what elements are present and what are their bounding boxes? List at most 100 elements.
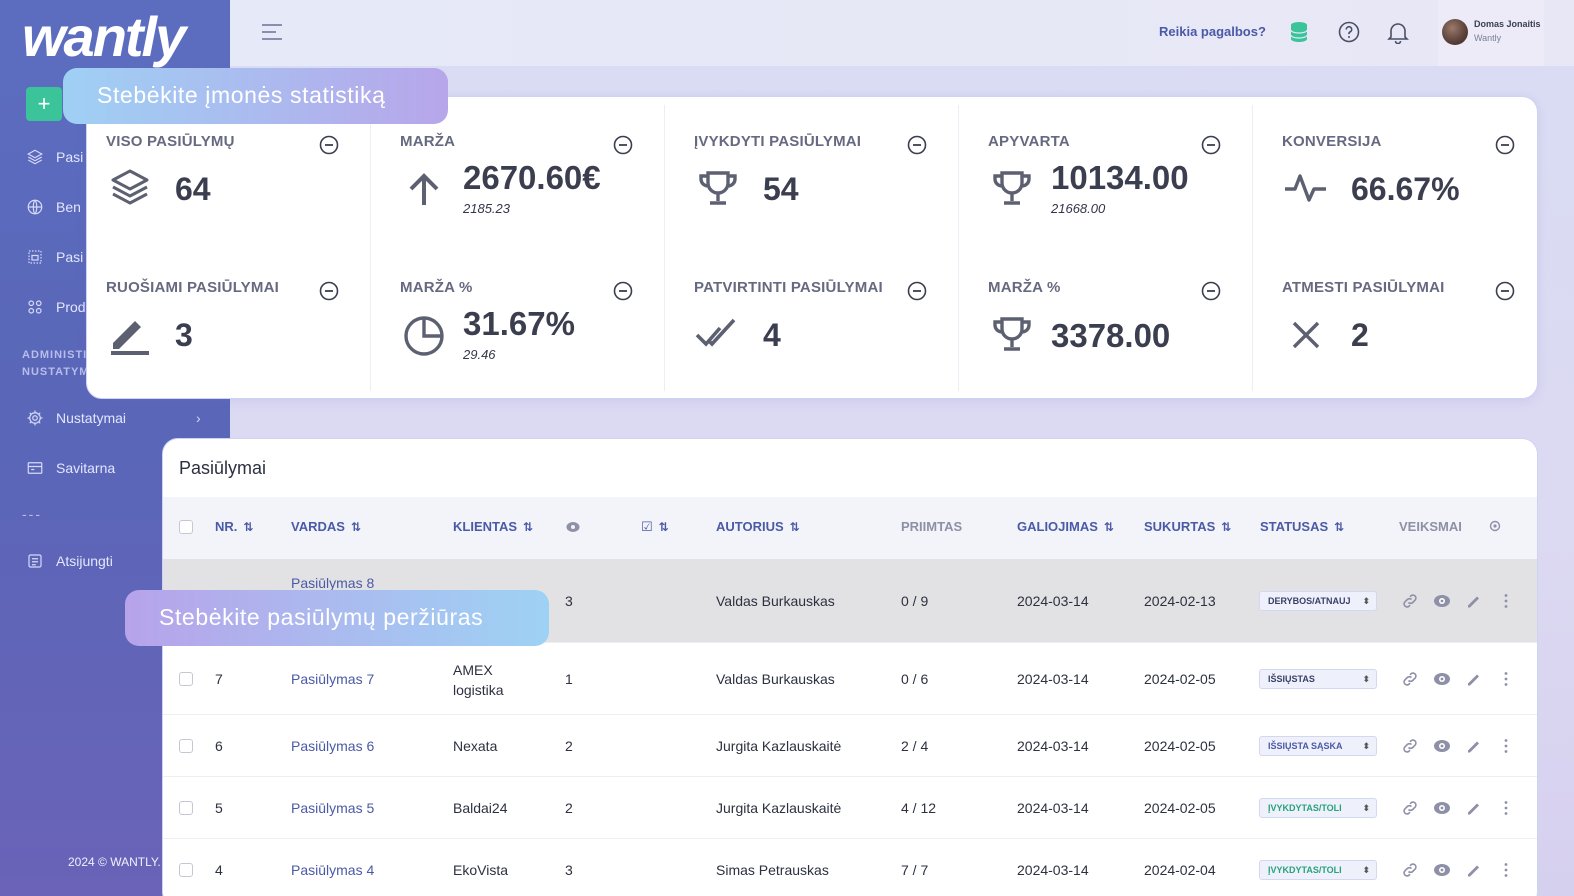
bell-icon[interactable] [1387,20,1409,44]
status-select[interactable]: ĮVYKDYTAS/TOLI ⬍ [1259,798,1377,818]
checkbox-icon: ☑ [641,519,653,534]
cell-valid: 2024-03-14 [1017,738,1089,754]
sidebar-item-logout[interactable]: Atsijungti [26,552,113,570]
stat-label: PATVIRTINTI PASIŪLYMAI [694,279,883,296]
pie-chart-icon [404,316,444,356]
select-arrow-icon: ⬍ [1362,803,1370,813]
col-author[interactable]: AUTORIUS ⇅ [716,519,800,534]
col-actions: VEIKSMAI [1399,519,1462,534]
cell-accepted: 0 / 9 [901,593,929,609]
edit-icon[interactable] [1465,799,1483,817]
col-valid[interactable]: GALIOJIMAS ⇅ [1017,519,1114,534]
gear-icon[interactable] [1488,519,1502,533]
row-checkbox[interactable] [179,672,193,686]
col-name[interactable]: VARDAS ⇅ [291,519,361,534]
edit-icon[interactable] [1465,737,1483,755]
eye-icon[interactable] [1433,670,1451,688]
sidebar-item-products[interactable]: Prod [26,298,86,316]
more-vertical-icon[interactable] [1497,737,1515,755]
chevron-right-icon[interactable]: › [196,410,201,426]
link-icon[interactable] [1401,592,1419,610]
col-client[interactable]: KLIENTAS ⇅ [453,519,534,534]
minus-circle-icon[interactable] [613,135,633,155]
eye-icon[interactable] [1433,861,1451,879]
link-icon[interactable] [1401,737,1419,755]
sidebar-item-label: Pasi [56,149,84,165]
sidebar-item-suppliers[interactable]: Pasi [26,248,83,266]
minus-circle-icon[interactable] [1495,135,1515,155]
table-row[interactable]: 7 Pasiūlymas 7 AMEX logistika 1 Valdas Bu… [163,643,1537,715]
row-actions [1401,861,1515,879]
edit-icon[interactable] [1465,592,1483,610]
minus-circle-icon[interactable] [319,135,339,155]
minus-circle-icon[interactable] [1201,135,1221,155]
menu-icon[interactable] [260,22,284,42]
help-link[interactable]: Reikia pagalbos? [1159,24,1266,39]
more-vertical-icon[interactable] [1497,861,1515,879]
link-icon[interactable] [1401,799,1419,817]
edit-icon[interactable] [1465,670,1483,688]
col-created[interactable]: SUKURTAS ⇅ [1144,519,1232,534]
eye-icon[interactable] [1433,799,1451,817]
dashboard-icon [27,462,43,474]
help-icon[interactable] [1337,20,1361,44]
row-checkbox[interactable] [179,739,193,753]
cell-valid: 2024-03-14 [1017,593,1089,609]
trophy-icon [993,171,1031,205]
sidebar-item-settings[interactable]: Nustatymai [26,409,126,427]
sidebar-item-general[interactable]: Ben [26,198,81,216]
cell-author: Jurgita Kazlauskaitė [716,738,842,754]
logo[interactable]: wantly [22,5,186,68]
row-checkbox[interactable] [179,801,193,815]
link-icon[interactable] [1401,670,1419,688]
offer-link[interactable]: Pasiūlymas 8 [291,575,375,591]
avatar [1442,19,1468,45]
select-all-checkbox[interactable] [179,520,193,534]
table-row[interactable]: 4 Pasiūlymas 4 EkoVista 3 Simas Petrausk… [163,839,1537,896]
minus-circle-icon[interactable] [1201,281,1221,301]
minus-circle-icon[interactable] [319,281,339,301]
add-button[interactable]: + [26,87,62,121]
col-checked[interactable]: ☑ ⇅ [641,519,669,535]
stat-value: 66.67% [1351,171,1460,207]
minus-circle-icon[interactable] [613,281,633,301]
more-vertical-icon[interactable] [1497,799,1515,817]
eye-icon[interactable] [1433,737,1451,755]
minus-circle-icon[interactable] [907,281,927,301]
cell-views: 2 [565,800,573,816]
table-row[interactable]: 6 Pasiūlymas 6 Nexata 2 Jurgita Kazlausk… [163,715,1537,777]
sidebar-separator: --- [22,506,42,522]
eye-icon[interactable] [566,521,580,533]
link-icon[interactable] [1401,861,1419,879]
col-status[interactable]: STATUSAS ⇅ [1260,519,1345,534]
table-title: Pasiūlymai [179,458,267,478]
database-icon[interactable] [1289,20,1309,44]
table-header: NR. ⇅ VARDAS ⇅ KLIENTAS ⇅ ☑ ⇅ AUTORIUS ⇅ PRII… [163,497,1537,559]
stat-label: ATMESTI PASIŪLYMAI [1282,279,1445,296]
offer-link[interactable]: Pasiūlymas 7 [291,671,375,687]
sidebar-item-selfservice[interactable]: Savitarna [26,459,115,477]
stat-subvalue: 29.46 [463,347,496,362]
stat-label: APYVARTA [988,133,1070,150]
more-vertical-icon[interactable] [1497,592,1515,610]
table-row[interactable]: 5 Pasiūlymas 5 Baldai24 2 Jurgita Kazlau… [163,777,1537,839]
stat-completed-offers: ĮVYKDYTI PASIŪLYMAI 54 [675,97,969,243]
more-vertical-icon[interactable] [1497,670,1515,688]
minus-circle-icon[interactable] [1495,281,1515,301]
edit-icon[interactable] [1465,861,1483,879]
offer-link[interactable]: Pasiūlymas 5 [291,800,375,816]
status-select[interactable]: DERYBOS/ATNAUJ ⬍ [1259,591,1377,611]
status-select[interactable]: ĮVYKDYTAS/TOLI ⬍ [1259,860,1377,880]
status-select[interactable]: IŠSIŲSTA SĄSKA ⬍ [1259,736,1377,756]
minus-circle-icon[interactable] [907,135,927,155]
row-checkbox[interactable] [179,863,193,877]
stat-rejected-offers: ATMESTI PASIŪLYMAI 2 [1263,243,1557,389]
status-select[interactable]: IŠSIŲSTAS ⬍ [1259,669,1377,689]
cell-created: 2024-02-05 [1144,800,1216,816]
user-menu[interactable]: Domas Jonaitis Wantly [1438,0,1544,66]
eye-icon[interactable] [1433,592,1451,610]
offer-link[interactable]: Pasiūlymas 6 [291,738,375,754]
sidebar-item-offers[interactable]: Pasi [26,148,83,166]
col-nr[interactable]: NR. ⇅ [215,519,254,534]
offer-link[interactable]: Pasiūlymas 4 [291,862,375,878]
